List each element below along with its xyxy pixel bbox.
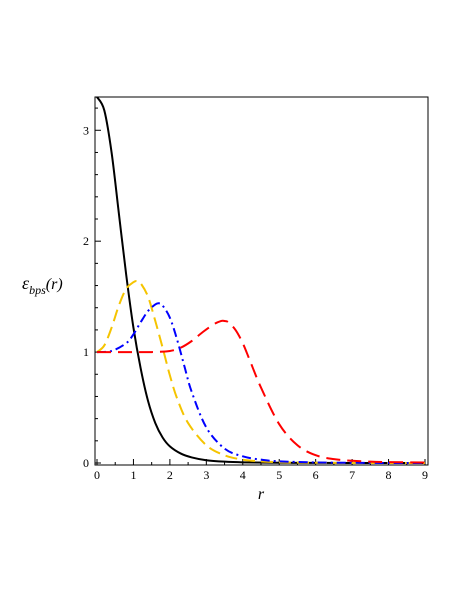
x-tick-label: 5	[276, 468, 282, 482]
y-axis-title-symbol: ε	[22, 273, 30, 293]
plot-frame	[94, 96, 429, 466]
tick-labels: 0 1 2 3 4 5 6 7 8 9 0 1 2 3	[83, 123, 428, 482]
x-tick-label: 3	[203, 468, 209, 482]
y-axis-title: εbps(r)	[22, 273, 63, 297]
series-line-3	[96, 302, 426, 465]
axes-ticks	[95, 107, 426, 465]
x-tick-label: 9	[422, 468, 428, 482]
series-lines	[96, 96, 426, 465]
y-tick-label: 1	[83, 345, 89, 359]
x-tick-label: 1	[130, 468, 136, 482]
y-tick-label: 2	[83, 234, 89, 248]
y-axis-title-subscript: bps	[29, 283, 46, 297]
series-line-1	[96, 96, 425, 465]
y-tick-label: 0	[83, 456, 89, 470]
series-line-2	[96, 280, 425, 465]
x-tick-label: 6	[313, 468, 319, 482]
x-tick-label: 2	[167, 468, 173, 482]
series-line-4	[97, 319, 426, 464]
x-tick-label: 7	[349, 468, 355, 482]
x-axis-title: r	[258, 486, 265, 503]
x-tick-label: 8	[386, 468, 392, 482]
y-tick-label: 3	[83, 123, 89, 137]
x-tick-label: 4	[240, 468, 246, 482]
x-tick-label: 0	[94, 468, 100, 482]
y-axis-title-argument: (r)	[46, 276, 63, 293]
